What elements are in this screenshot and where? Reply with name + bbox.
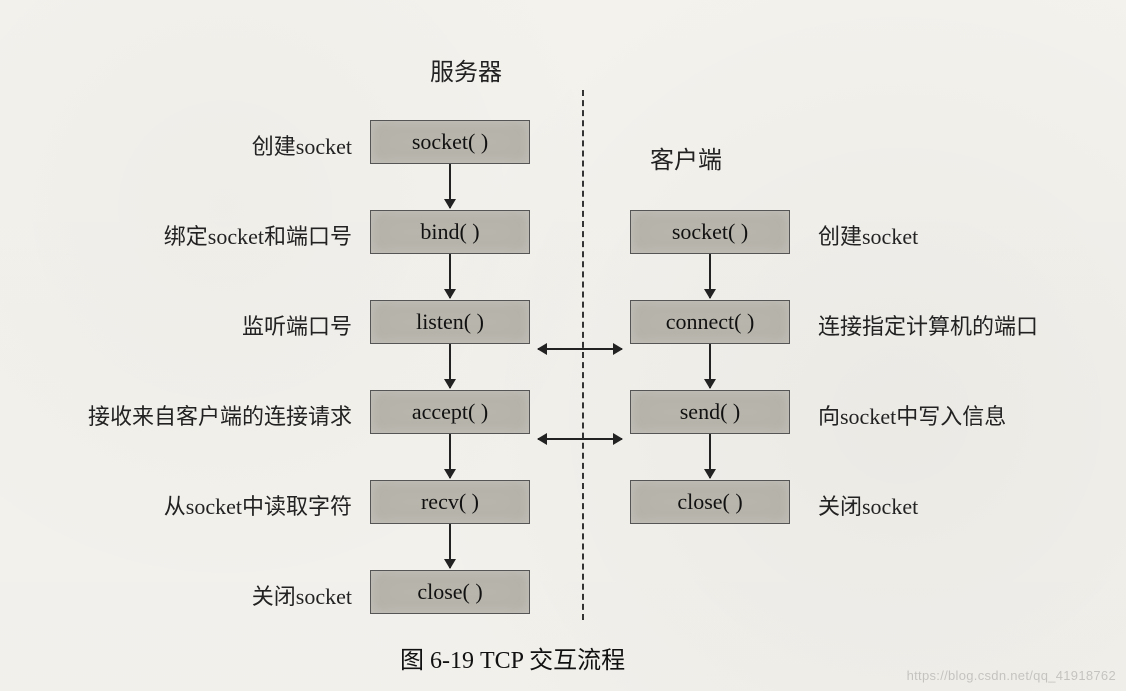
watermark: https://blog.csdn.net/qq_41918762 [907, 668, 1116, 683]
client-box-c-socket: socket( ) [630, 210, 790, 254]
client-arrow-1 [709, 344, 711, 388]
client-desc-c-connect: 连接指定计算机的端口 [818, 309, 1038, 341]
server-box-s-close: close( ) [370, 570, 530, 614]
center-divider [582, 90, 584, 620]
server-arrow-4 [449, 524, 451, 568]
server-desc-s-socket: 创建socket [252, 129, 352, 161]
server-box-s-bind: bind( ) [370, 210, 530, 254]
server-desc-s-listen: 监听端口号 [242, 309, 352, 341]
cross-arrow-0 [538, 348, 622, 350]
server-desc-s-bind: 绑定socket和端口号 [164, 219, 352, 251]
client-box-c-close: close( ) [630, 480, 790, 524]
server-arrow-3 [449, 434, 451, 478]
server-box-s-recv: recv( ) [370, 480, 530, 524]
client-box-c-send: send( ) [630, 390, 790, 434]
server-column-title: 服务器 [430, 52, 502, 87]
client-column-title: 客户端 [650, 140, 722, 175]
server-box-s-accept: accept( ) [370, 390, 530, 434]
server-arrow-0 [449, 164, 451, 208]
diagram-stage: 服务器客户端 socket( ) 创建socket bind( ) 绑定socket和端… [0, 0, 1126, 691]
server-desc-s-accept: 接收来自客户端的连接请求 [88, 399, 352, 431]
client-box-c-connect: connect( ) [630, 300, 790, 344]
server-arrow-2 [449, 344, 451, 388]
client-desc-c-send: 向socket中写入信息 [818, 399, 1006, 431]
client-arrow-2 [709, 434, 711, 478]
client-desc-c-close: 关闭socket [818, 489, 918, 521]
server-desc-s-close: 关闭socket [252, 579, 352, 611]
server-box-s-socket: socket( ) [370, 120, 530, 164]
cross-arrow-1 [538, 438, 622, 440]
figure-caption: 图 6-19 TCP 交互流程 [400, 640, 625, 675]
server-desc-s-recv: 从socket中读取字符 [164, 489, 352, 521]
client-arrow-0 [709, 254, 711, 298]
server-arrow-1 [449, 254, 451, 298]
server-box-s-listen: listen( ) [370, 300, 530, 344]
client-desc-c-socket: 创建socket [818, 219, 918, 251]
